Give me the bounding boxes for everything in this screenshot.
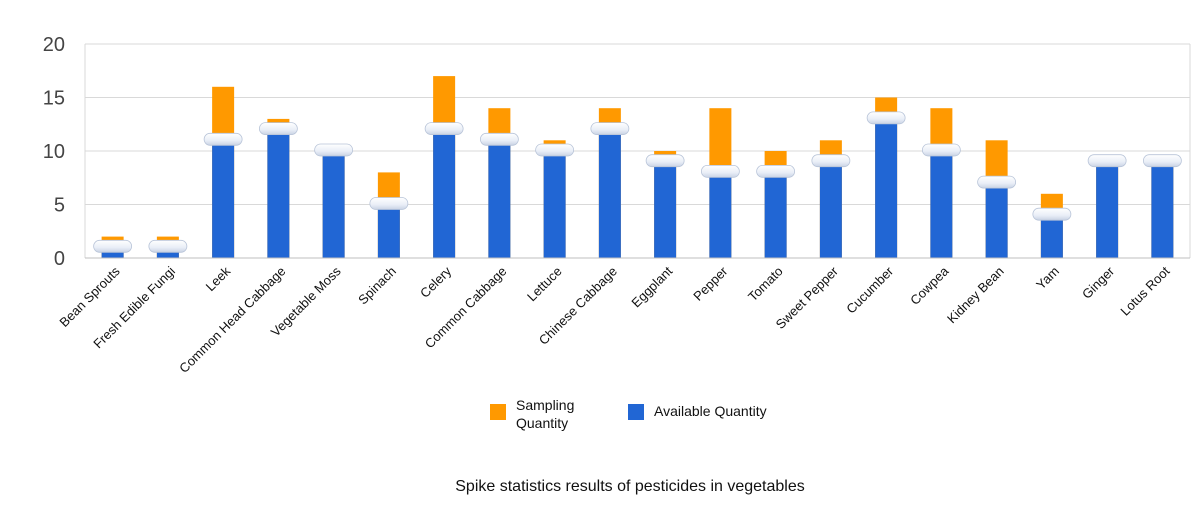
bar-cap-marker xyxy=(93,239,133,253)
legend-swatch-available-quantity xyxy=(628,404,644,420)
legend-label-sampling-quantity: Sampling Quantity xyxy=(516,396,586,432)
bar-cap-marker xyxy=(258,122,298,135)
bar-cap-marker xyxy=(700,164,740,178)
x-tick-label: Lettuce xyxy=(524,264,565,305)
bar-available-quantity xyxy=(1096,161,1119,258)
x-tick-label: Ginger xyxy=(1079,263,1118,302)
x-tick-label: Common Head Cabbage xyxy=(176,264,288,376)
bar-available-quantity xyxy=(764,172,787,258)
bar-available-quantity xyxy=(709,172,732,258)
bar-cap-marker xyxy=(148,239,188,253)
x-tick-label: Pepper xyxy=(690,263,731,304)
bar-available-quantity xyxy=(377,204,400,258)
x-tick-label: Leek xyxy=(203,263,234,294)
bar-cap-marker xyxy=(921,143,961,157)
bar-cap-marker xyxy=(590,122,630,135)
legend-label-sampling-line1: Sampling xyxy=(516,397,575,413)
bar-available-quantity xyxy=(985,183,1008,258)
bar-available-quantity xyxy=(488,140,511,258)
bar-available-quantity xyxy=(1151,161,1174,258)
x-tick-label: Cucumber xyxy=(843,263,896,316)
x-tick-label: Kidney Bean xyxy=(944,264,1007,327)
legend-label-available-quantity: Available Quantity xyxy=(654,403,767,419)
bar-cap-marker xyxy=(756,164,796,178)
x-tick-label: Cowpea xyxy=(907,263,952,308)
bar-cap-marker xyxy=(1032,207,1072,221)
bar-cap-marker xyxy=(424,122,464,135)
bar-cap-marker xyxy=(645,154,685,168)
bar-available-quantity xyxy=(267,129,290,258)
bar-available-quantity xyxy=(433,129,456,258)
bar-cap-marker xyxy=(811,154,851,168)
bar-cap-marker xyxy=(479,132,519,146)
x-tick-label: Tomato xyxy=(745,264,786,305)
bar-cap-marker xyxy=(1142,154,1182,168)
chart-legend: Sampling Quantity Available Quantity xyxy=(490,396,809,432)
y-tick-label: 20 xyxy=(43,34,65,56)
bar-available-quantity xyxy=(212,140,235,258)
legend-swatch-sampling-quantity xyxy=(490,404,506,420)
y-tick-label: 10 xyxy=(43,141,65,163)
bar-cap-marker xyxy=(977,175,1017,189)
x-tick-label: Eggplant xyxy=(628,263,675,310)
bar-cap-marker xyxy=(1087,154,1127,168)
x-tick-label: Yam xyxy=(1033,264,1062,293)
bar-cap-marker xyxy=(314,143,354,157)
y-tick-label: 5 xyxy=(54,195,65,217)
x-tick-label: Lotus Root xyxy=(1117,263,1172,318)
bar-available-quantity xyxy=(930,151,953,258)
chart-caption: Spike statistics results of pesticides i… xyxy=(455,478,805,495)
x-tick-label: Spinach xyxy=(355,264,399,308)
legend-item-sampling-quantity: Sampling Quantity xyxy=(490,396,586,432)
bar-available-quantity xyxy=(875,118,898,259)
legend-item-available-quantity: Available Quantity xyxy=(628,396,767,420)
y-tick-label: 0 xyxy=(54,248,65,270)
x-tick-label: Celery xyxy=(417,263,455,301)
bar-cap-marker xyxy=(866,111,906,125)
legend-label-sampling-line2: Quantity xyxy=(516,415,569,431)
y-tick-label: 15 xyxy=(43,88,65,110)
bar-available-quantity xyxy=(322,151,345,258)
bar-available-quantity xyxy=(654,161,677,258)
bar-cap-marker xyxy=(369,197,409,210)
bar-available-quantity xyxy=(819,161,842,258)
bar-cap-marker xyxy=(203,132,243,146)
bar-available-quantity xyxy=(543,151,566,258)
bar-available-quantity xyxy=(1040,215,1063,258)
bar-available-quantity xyxy=(598,129,621,258)
bar-cap-marker xyxy=(535,143,575,157)
